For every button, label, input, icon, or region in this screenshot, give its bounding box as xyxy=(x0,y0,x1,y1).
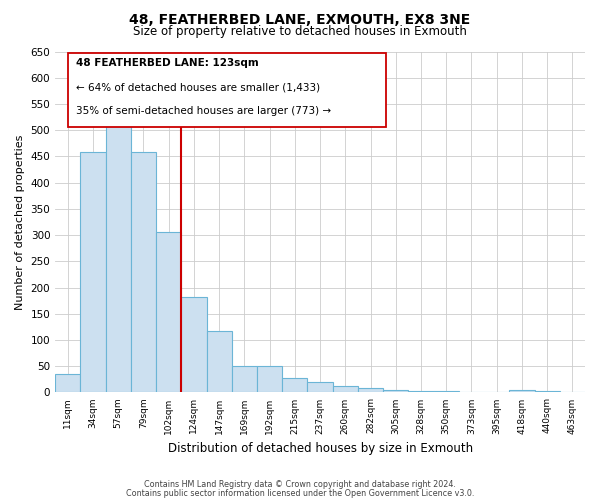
Bar xyxy=(80,152,106,392)
Bar xyxy=(181,297,206,392)
Bar xyxy=(55,374,80,392)
Text: Contains public sector information licensed under the Open Government Licence v3: Contains public sector information licen… xyxy=(126,488,474,498)
Y-axis label: Number of detached properties: Number of detached properties xyxy=(15,134,25,310)
X-axis label: Distribution of detached houses by size in Exmouth: Distribution of detached houses by size … xyxy=(167,442,473,455)
Text: Size of property relative to detached houses in Exmouth: Size of property relative to detached ho… xyxy=(133,25,467,38)
Bar xyxy=(106,124,131,392)
FancyBboxPatch shape xyxy=(68,53,386,127)
Bar xyxy=(206,330,232,392)
Text: ← 64% of detached houses are smaller (1,433): ← 64% of detached houses are smaller (1,… xyxy=(76,82,320,92)
Bar xyxy=(509,390,535,392)
Bar xyxy=(383,390,409,392)
Bar xyxy=(358,388,383,392)
Text: Contains HM Land Registry data © Crown copyright and database right 2024.: Contains HM Land Registry data © Crown c… xyxy=(144,480,456,489)
Text: 48, FEATHERBED LANE, EXMOUTH, EX8 3NE: 48, FEATHERBED LANE, EXMOUTH, EX8 3NE xyxy=(130,12,470,26)
Bar xyxy=(257,366,282,392)
Bar xyxy=(409,391,434,392)
Text: 48 FEATHERBED LANE: 123sqm: 48 FEATHERBED LANE: 123sqm xyxy=(76,58,259,68)
Bar xyxy=(156,232,181,392)
Bar xyxy=(131,152,156,392)
Bar xyxy=(232,366,257,392)
Bar xyxy=(282,378,307,392)
Bar xyxy=(307,382,332,392)
Bar xyxy=(332,386,358,392)
Text: 35% of semi-detached houses are larger (773) →: 35% of semi-detached houses are larger (… xyxy=(76,106,331,116)
